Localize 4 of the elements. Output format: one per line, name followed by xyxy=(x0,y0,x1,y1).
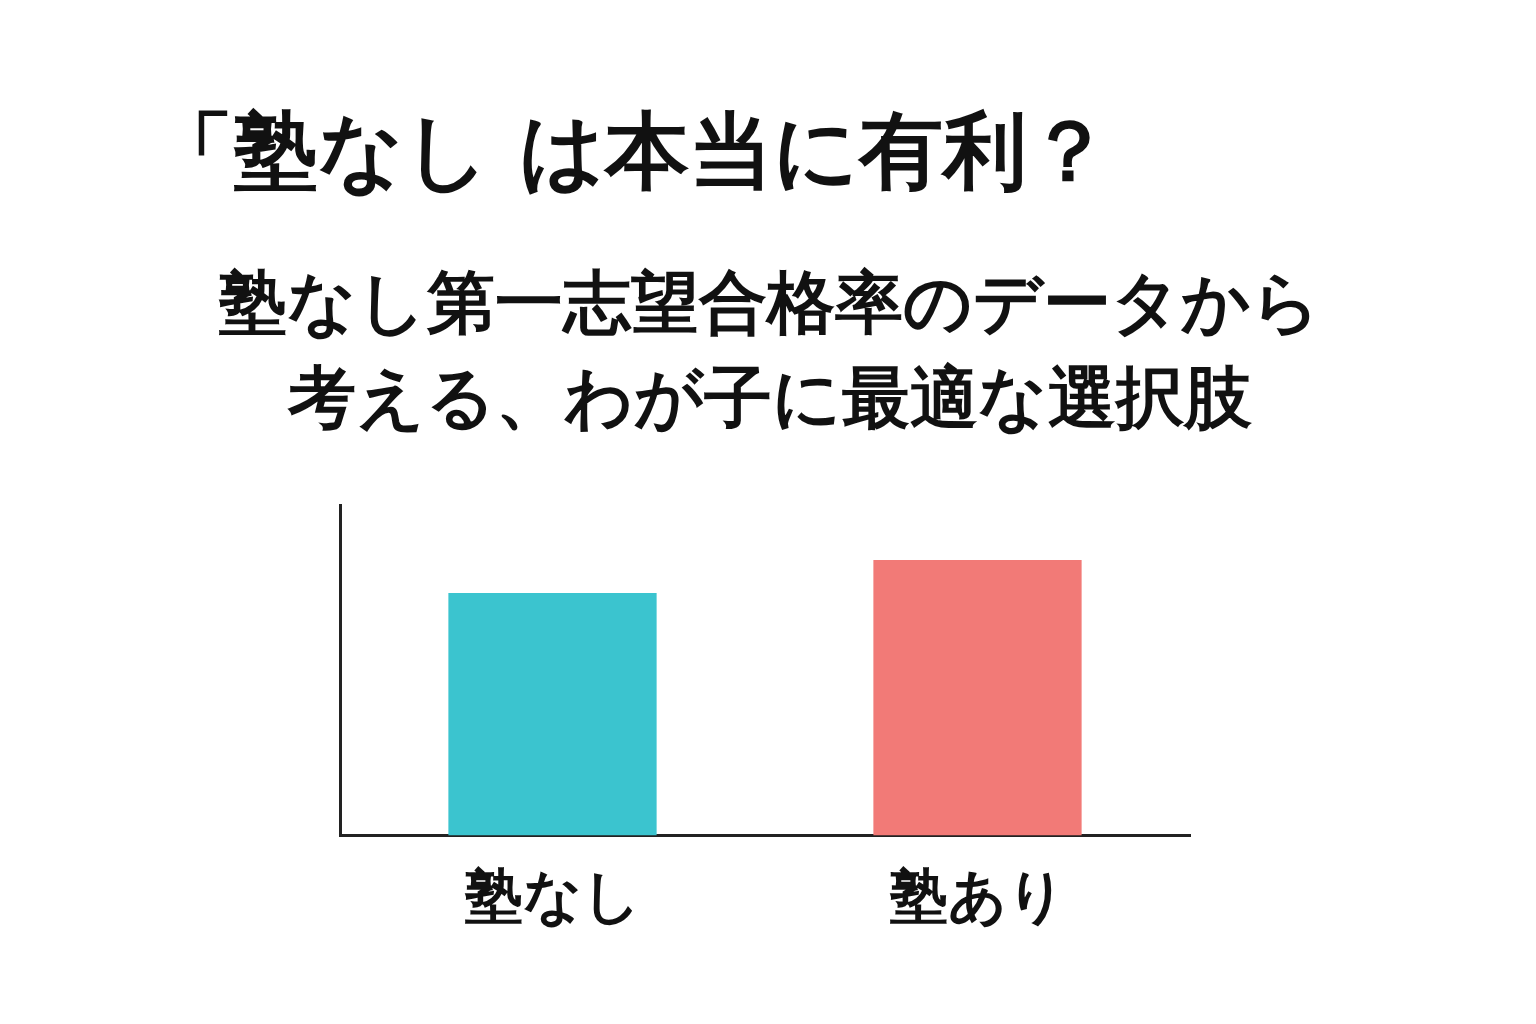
chart-subtitle: 塾なし第一志望合格率のデータから考える、わが子に最適な選択肢 xyxy=(218,262,1322,440)
x-tick-label: 塾なし xyxy=(463,863,641,929)
x-tick-label: 塾あり xyxy=(888,863,1066,929)
chart-title: 「塾なし は本当に有利？ xyxy=(150,101,1112,202)
